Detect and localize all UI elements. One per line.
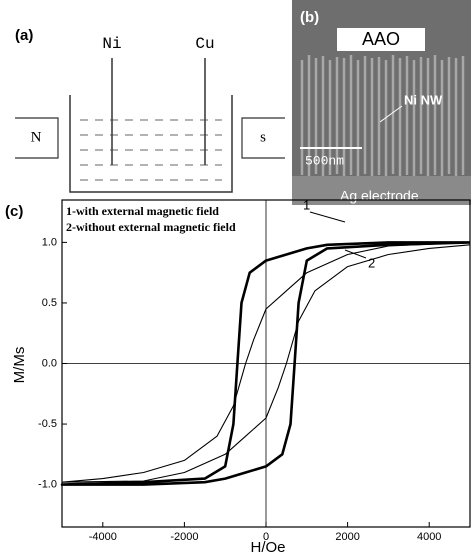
curve-label: 1	[303, 197, 310, 212]
curve-label: 2	[368, 255, 375, 270]
y-tick-label: -1.0	[38, 479, 57, 491]
magnet-label: N	[31, 129, 42, 145]
legend-entry: 1-with external magnetic field	[66, 204, 219, 218]
panel-label: (a)	[15, 27, 33, 44]
x-tick-label: -4000	[89, 531, 117, 543]
x-tick-label: 0	[263, 531, 269, 543]
leader	[310, 212, 345, 222]
electrode-label: Cu	[195, 35, 214, 53]
y-axis-label: M/Ms	[11, 347, 28, 384]
beaker	[15, 58, 285, 192]
y-tick-label: -0.5	[38, 418, 57, 430]
figure: (a) Ni Cu N s (b) AAO Ni NW 500nm Ag ele…	[0, 0, 471, 554]
image-label: 500nm	[305, 153, 344, 168]
panel-label: (c)	[5, 203, 23, 220]
panel-label: (b)	[300, 9, 319, 26]
image-label: AAO	[362, 29, 400, 49]
magnet-label: s	[260, 129, 266, 145]
image-label: Ag electrode	[340, 188, 419, 204]
y-tick-label: 0.0	[42, 357, 57, 369]
x-tick-label: 2000	[335, 531, 359, 543]
x-tick-label: -2000	[170, 531, 198, 543]
x-tick-label: 4000	[417, 531, 441, 543]
electrode-label: Ni	[102, 35, 121, 53]
legend-entry: 2-without external magnetic field	[66, 220, 236, 234]
y-tick-label: 1.0	[42, 236, 57, 248]
image-label: Ni NW	[404, 92, 443, 107]
y-tick-label: 0.5	[42, 297, 57, 309]
